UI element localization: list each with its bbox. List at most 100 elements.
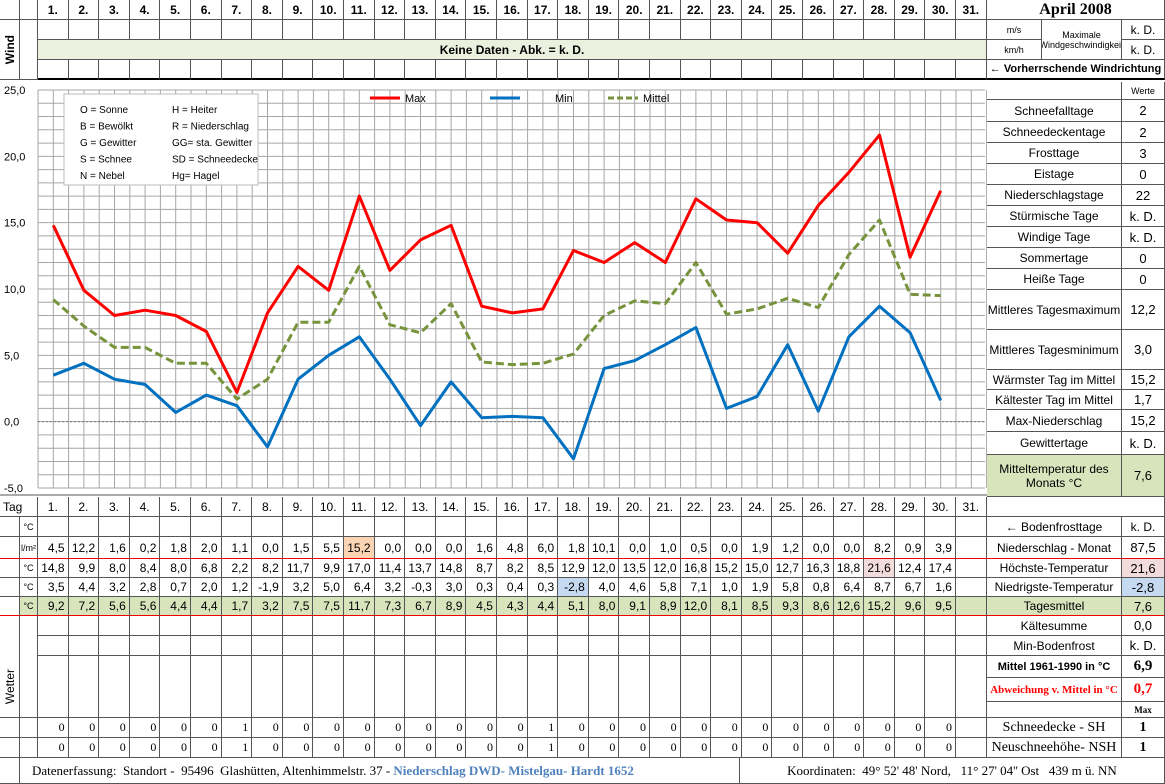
snow-cell: 0 <box>619 718 650 738</box>
value-cell: 5,8 <box>772 578 803 597</box>
cell <box>99 636 130 656</box>
value-cell: 2,0 <box>191 537 222 559</box>
wind-cell <box>313 60 344 80</box>
day-footer: 31. <box>956 497 987 517</box>
snow-cell: 0 <box>741 718 773 738</box>
snow-cell: 0 <box>558 718 589 738</box>
value-cell: 7,5 <box>313 597 344 616</box>
wind-cell <box>191 20 222 40</box>
soil-cell <box>435 517 467 537</box>
day-footer: 5. <box>160 497 191 517</box>
value-cell: 9,2 <box>38 597 69 616</box>
day-footer: 3. <box>99 497 130 517</box>
wind-cell <box>129 60 161 80</box>
wind-cell <box>650 20 681 40</box>
value-cell: -2,8 <box>558 578 589 597</box>
cell <box>711 616 742 636</box>
day-footer: 10. <box>313 497 344 517</box>
cell <box>558 616 589 636</box>
wind-cell <box>435 20 467 40</box>
blank <box>20 738 38 758</box>
snow-cell: 0 <box>650 738 681 758</box>
value-cell: 16,8 <box>680 559 712 578</box>
wind-cell <box>344 20 375 40</box>
weather-cell <box>313 656 344 718</box>
row-total: 21,6 <box>1122 559 1165 578</box>
soil-cell <box>741 517 773 537</box>
cell <box>588 636 620 656</box>
snow-cell: 0 <box>864 738 895 758</box>
value-cell: 0,0 <box>435 537 467 559</box>
weather-code: R = Niederschlag <box>172 122 249 133</box>
value-cell: 21,6 <box>864 559 895 578</box>
weather-cell <box>925 656 956 718</box>
stat-value: 3 <box>1122 143 1165 164</box>
value-cell: 8,9 <box>435 597 467 616</box>
unit-label: l/m² <box>20 537 38 559</box>
cell <box>282 636 314 656</box>
wind-cell <box>160 60 191 80</box>
value-cell: 4,8 <box>497 537 528 559</box>
day-footer: 12. <box>374 497 406 517</box>
max-wind-label: Maximale Windgeschwindigkeit <box>1042 20 1122 60</box>
value-cell: 12,6 <box>833 597 865 616</box>
unit-label: °C <box>20 517 38 537</box>
footer-source: Niederschlag DWD- Mistelgau- Hardt 1652 <box>393 762 634 778</box>
day-footer: 1. <box>38 497 69 517</box>
cell <box>772 616 803 636</box>
day-footer: 16. <box>497 497 528 517</box>
snow-cell: 0 <box>772 738 803 758</box>
value-cell: 8,0 <box>99 559 130 578</box>
cell <box>833 616 865 636</box>
snow-cell: 0 <box>925 718 956 738</box>
snow-cell: 0 <box>619 738 650 758</box>
blank <box>987 702 1122 718</box>
value-cell: -1,9 <box>252 578 283 597</box>
wind-cell <box>466 60 497 80</box>
value-cell: -0,3 <box>405 578 436 597</box>
cell <box>344 636 375 656</box>
value-cell: 11,7 <box>344 597 375 616</box>
cell <box>650 636 681 656</box>
stat-value: 3,0 <box>1122 330 1165 370</box>
wind-cell <box>252 60 283 80</box>
stat-value: 15,2 <box>1122 370 1165 390</box>
max-wind-kmh: k. D. <box>1122 40 1165 60</box>
blank <box>956 718 987 738</box>
soil-cell <box>527 517 559 537</box>
abweichung-label: Abweichung v. Mittel in °C <box>987 678 1122 702</box>
snow-cell: 0 <box>894 738 926 758</box>
cell <box>221 616 253 636</box>
stat-label: Max-Niederschlag <box>987 410 1122 432</box>
value-cell: 15,2 <box>344 537 375 559</box>
value-cell: 12,2 <box>68 537 100 559</box>
value-cell: 3,2 <box>374 578 406 597</box>
value-cell: 8,6 <box>803 597 834 616</box>
cell <box>282 616 314 636</box>
day-header: 14. <box>435 0 467 20</box>
value-cell: 2,0 <box>191 578 222 597</box>
snow-cell: 0 <box>588 738 620 758</box>
value-cell: 7,3 <box>374 597 406 616</box>
weather-cell <box>711 656 742 718</box>
unit-ms: m/s <box>987 20 1042 40</box>
day-header: 30. <box>925 0 956 20</box>
stat-label: Mitteltemperatur des Monats °C <box>987 455 1122 497</box>
snow-cell: 0 <box>191 738 222 758</box>
blank <box>987 497 1165 517</box>
value-cell: 11,7 <box>282 559 314 578</box>
weather-legend-box <box>63 93 259 186</box>
wind-cell <box>558 20 589 40</box>
wind-cell <box>99 60 130 80</box>
snow-cell: 0 <box>282 718 314 738</box>
value-cell: 9,5 <box>925 597 956 616</box>
weather-cell <box>160 656 191 718</box>
day-header: 26. <box>803 0 834 20</box>
day-header: 11. <box>344 0 375 20</box>
value-cell: 8,0 <box>160 559 191 578</box>
value-cell: 2,8 <box>129 578 161 597</box>
value-cell: 1,8 <box>160 537 191 559</box>
weather-code: O = Sonne <box>80 105 129 116</box>
wind-cell <box>772 20 803 40</box>
